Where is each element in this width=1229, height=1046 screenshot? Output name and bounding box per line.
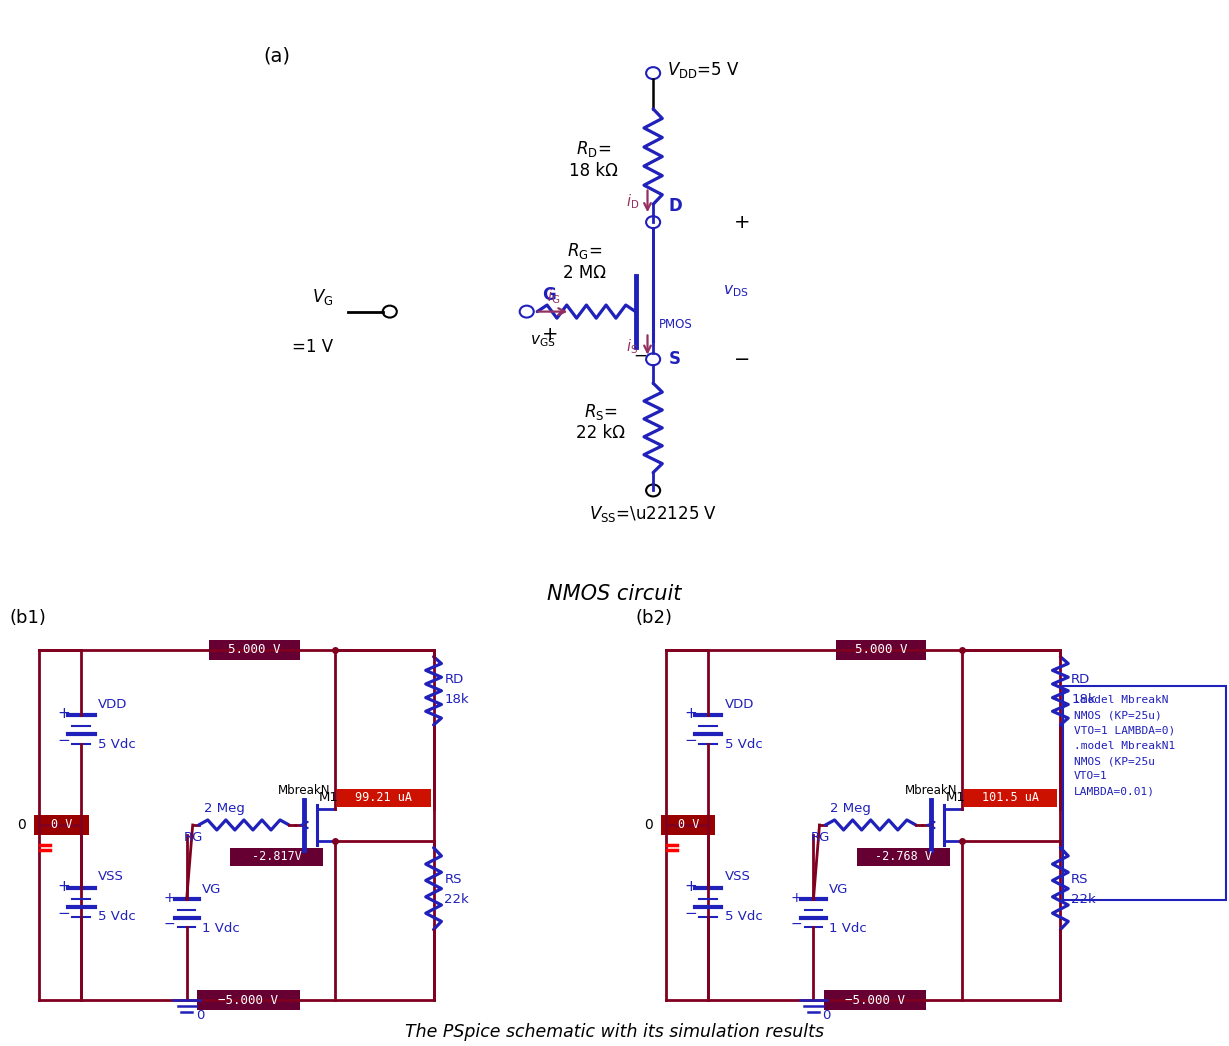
Text: (b1): (b1) bbox=[9, 609, 45, 627]
FancyBboxPatch shape bbox=[836, 640, 927, 660]
Text: −: − bbox=[685, 906, 697, 922]
Text: $R_{\rm S}$=
22 kΩ: $R_{\rm S}$= 22 kΩ bbox=[576, 402, 626, 442]
Text: VG: VG bbox=[203, 883, 221, 896]
Text: $i_{\rm G}$: $i_{\rm G}$ bbox=[547, 288, 560, 306]
FancyBboxPatch shape bbox=[1063, 686, 1227, 900]
Text: NMOS circuit: NMOS circuit bbox=[547, 584, 682, 604]
Text: −: − bbox=[790, 917, 803, 931]
Text: 22k: 22k bbox=[1072, 893, 1096, 907]
Text: 5 Vdc: 5 Vdc bbox=[98, 737, 136, 751]
Text: −: − bbox=[58, 906, 70, 922]
Text: VDD: VDD bbox=[98, 698, 128, 710]
Text: 5.000 V: 5.000 V bbox=[855, 643, 907, 657]
Text: RG: RG bbox=[183, 831, 203, 844]
Text: $V_{\rm DD}$=5 V: $V_{\rm DD}$=5 V bbox=[667, 60, 740, 81]
Text: 5 Vdc: 5 Vdc bbox=[98, 910, 136, 924]
Text: The PSpice schematic with its simulation results: The PSpice schematic with its simulation… bbox=[406, 1023, 823, 1041]
Text: S: S bbox=[669, 350, 681, 368]
FancyBboxPatch shape bbox=[857, 847, 950, 866]
Text: +: + bbox=[685, 879, 697, 894]
Text: 101.5 uA: 101.5 uA bbox=[982, 791, 1040, 804]
Text: $V_{\rm G}$: $V_{\rm G}$ bbox=[312, 287, 333, 306]
Text: .model MbreakN
NMOS (KP=25u)
VTO=1 LAMBDA=0)
.model MbreakN1
NMOS (KP=25u
VTO=1
: .model MbreakN NMOS (KP=25u) VTO=1 LAMBD… bbox=[1074, 696, 1175, 797]
Text: $i_{\rm D}$: $i_{\rm D}$ bbox=[627, 192, 640, 210]
Text: MbreakN: MbreakN bbox=[278, 784, 331, 797]
Text: M1: M1 bbox=[320, 792, 339, 804]
Text: D: D bbox=[669, 198, 682, 215]
Text: −: − bbox=[633, 346, 648, 365]
Text: 99.21 uA: 99.21 uA bbox=[355, 791, 413, 804]
FancyBboxPatch shape bbox=[661, 815, 715, 835]
Text: 0: 0 bbox=[195, 1009, 204, 1022]
Text: 2 Meg: 2 Meg bbox=[831, 802, 871, 815]
Text: RS: RS bbox=[1072, 873, 1089, 886]
Text: -2.817V: -2.817V bbox=[252, 850, 301, 863]
Text: 0 V: 0 V bbox=[50, 818, 73, 832]
Text: $R_{\rm D}$=
18 kΩ: $R_{\rm D}$= 18 kΩ bbox=[569, 139, 618, 180]
Text: (b2): (b2) bbox=[635, 609, 672, 627]
Text: +: + bbox=[58, 879, 70, 894]
Text: −: − bbox=[734, 349, 750, 369]
Text: 1 Vdc: 1 Vdc bbox=[203, 922, 240, 935]
Text: VSS: VSS bbox=[725, 870, 751, 884]
Text: 18k: 18k bbox=[445, 693, 469, 706]
Text: M1: M1 bbox=[946, 792, 966, 804]
Text: G: G bbox=[542, 287, 556, 304]
Text: +: + bbox=[58, 706, 70, 721]
Text: 5 Vdc: 5 Vdc bbox=[725, 910, 763, 924]
Text: VG: VG bbox=[830, 883, 848, 896]
Text: RD: RD bbox=[445, 673, 463, 686]
Text: 18k: 18k bbox=[1072, 693, 1096, 706]
Text: −5.000 V: −5.000 V bbox=[219, 994, 279, 1006]
Text: −: − bbox=[58, 733, 70, 748]
FancyBboxPatch shape bbox=[197, 991, 300, 1010]
Text: VSS: VSS bbox=[98, 870, 124, 884]
Text: +: + bbox=[542, 324, 559, 344]
Text: $V_{\rm SS}$=\u22125 V: $V_{\rm SS}$=\u22125 V bbox=[589, 503, 718, 524]
Text: =1 V: =1 V bbox=[293, 339, 333, 357]
Text: +: + bbox=[685, 706, 697, 721]
Text: +: + bbox=[734, 212, 751, 231]
Text: (a): (a) bbox=[263, 46, 290, 65]
Text: RD: RD bbox=[1072, 673, 1090, 686]
Text: $v_{\rm GS}$: $v_{\rm GS}$ bbox=[530, 334, 556, 349]
FancyBboxPatch shape bbox=[823, 991, 927, 1010]
Text: $i_{\rm S}$: $i_{\rm S}$ bbox=[627, 337, 638, 356]
FancyBboxPatch shape bbox=[209, 640, 300, 660]
Text: 5.000 V: 5.000 V bbox=[229, 643, 280, 657]
Text: −: − bbox=[163, 917, 176, 931]
Text: MbreakN: MbreakN bbox=[905, 784, 957, 797]
Text: 0: 0 bbox=[17, 818, 26, 832]
Text: 0 V: 0 V bbox=[677, 818, 699, 832]
Text: -2.768 V: -2.768 V bbox=[875, 850, 932, 863]
Text: RS: RS bbox=[445, 873, 462, 886]
Text: −5.000 V: −5.000 V bbox=[846, 994, 906, 1006]
Text: 0: 0 bbox=[822, 1009, 831, 1022]
Text: RG: RG bbox=[810, 831, 830, 844]
Text: VDD: VDD bbox=[725, 698, 755, 710]
Text: +: + bbox=[163, 891, 176, 905]
FancyBboxPatch shape bbox=[337, 789, 430, 806]
FancyBboxPatch shape bbox=[34, 815, 88, 835]
Text: $v_{\rm DS}$: $v_{\rm DS}$ bbox=[724, 282, 748, 298]
Text: 22k: 22k bbox=[445, 893, 469, 907]
Text: −: − bbox=[685, 733, 697, 748]
Text: PMOS: PMOS bbox=[659, 318, 692, 331]
Text: 1 Vdc: 1 Vdc bbox=[830, 922, 866, 935]
FancyBboxPatch shape bbox=[230, 847, 323, 866]
Text: +: + bbox=[790, 891, 803, 905]
Text: $R_{\rm G}$=
2 MΩ: $R_{\rm G}$= 2 MΩ bbox=[563, 241, 606, 281]
FancyBboxPatch shape bbox=[964, 789, 1057, 806]
Text: 0: 0 bbox=[644, 818, 653, 832]
Text: 5 Vdc: 5 Vdc bbox=[725, 737, 763, 751]
Text: 2 Meg: 2 Meg bbox=[204, 802, 245, 815]
